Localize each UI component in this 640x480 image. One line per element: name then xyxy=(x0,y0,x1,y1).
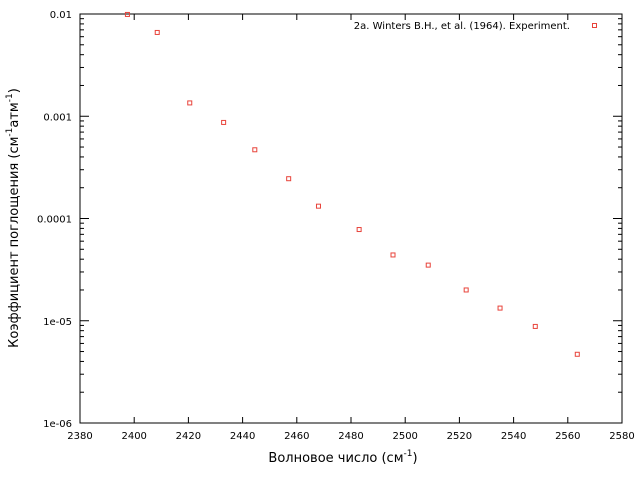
y-tick-label: 0.001 xyxy=(43,112,72,123)
y-tick-label: 1e-05 xyxy=(43,317,72,328)
x-tick-label: 2520 xyxy=(447,431,472,442)
y-tick-label: 0.01 xyxy=(50,10,72,21)
data-point xyxy=(315,203,321,209)
x-tick-label: 2460 xyxy=(284,431,309,442)
data-point xyxy=(532,323,538,329)
legend-label: 2a. Winters B.H., et al. (1964). Experim… xyxy=(354,21,570,32)
data-point xyxy=(187,100,193,106)
data-point xyxy=(221,119,227,125)
x-tick-label: 2540 xyxy=(501,431,526,442)
x-tick-label: 2500 xyxy=(392,431,417,442)
data-point xyxy=(463,287,469,293)
x-tick-label: 2420 xyxy=(176,431,201,442)
data-point xyxy=(497,305,503,311)
data-point xyxy=(390,252,396,258)
legend-marker xyxy=(592,23,597,28)
x-tick-label: 2440 xyxy=(230,431,255,442)
x-tick-label: 2560 xyxy=(555,431,580,442)
y-tick-label: 0.0001 xyxy=(37,215,72,226)
data-point xyxy=(124,11,130,17)
y-axis: 1e-06 1e-05 0.0001 0.001 0.01 xyxy=(37,10,622,430)
x-axis: 2380 2400 2420 2440 2460 2480 2500 2520 2540 2560… xyxy=(67,14,635,442)
data-point xyxy=(356,227,362,233)
y-tick-label: 1e-06 xyxy=(43,419,72,430)
x-tick-label: 2480 xyxy=(338,431,363,442)
x-tick-label: 2380 xyxy=(67,431,92,442)
x-axis-title: Волновое число (см-1) xyxy=(268,449,417,466)
data-point xyxy=(252,147,258,153)
y-axis-title: Коэффициент поглощения (см-1атм-1) xyxy=(5,88,22,348)
data-point xyxy=(574,351,580,357)
x-tick-label: 2400 xyxy=(121,431,146,442)
data-series xyxy=(124,11,580,357)
data-point xyxy=(425,262,431,268)
data-point xyxy=(286,176,292,182)
x-tick-label: 2580 xyxy=(609,431,634,442)
legend: 2a. Winters B.H., et al. (1964). Experim… xyxy=(354,21,597,32)
data-point xyxy=(154,29,160,35)
